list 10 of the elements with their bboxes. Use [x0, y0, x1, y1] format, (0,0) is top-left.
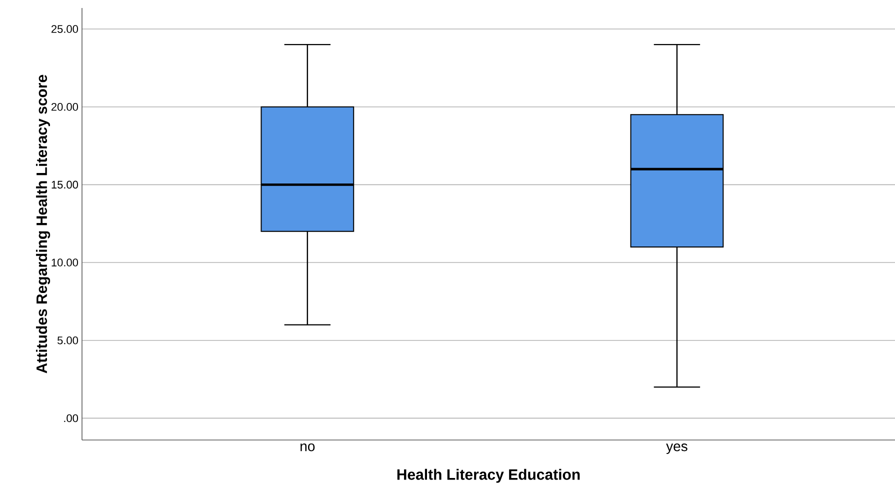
x-tick-label: no	[300, 444, 315, 452]
y-tick-label: 20.00	[51, 102, 78, 111]
y-tick-label: 15.00	[52, 180, 78, 189]
y-tick-label: 5.00	[58, 336, 78, 344]
y-axis-title: Attitudes Regarding Health Literacy score	[36, 74, 50, 374]
x-axis-title: Health Literacy Education	[397, 468, 580, 483]
y-tick-label: .00	[64, 414, 78, 422]
x-tick-label: yes	[666, 444, 688, 454]
y-tick-label: 25.00	[51, 25, 78, 33]
y-tick-label: 10.00	[52, 258, 78, 266]
